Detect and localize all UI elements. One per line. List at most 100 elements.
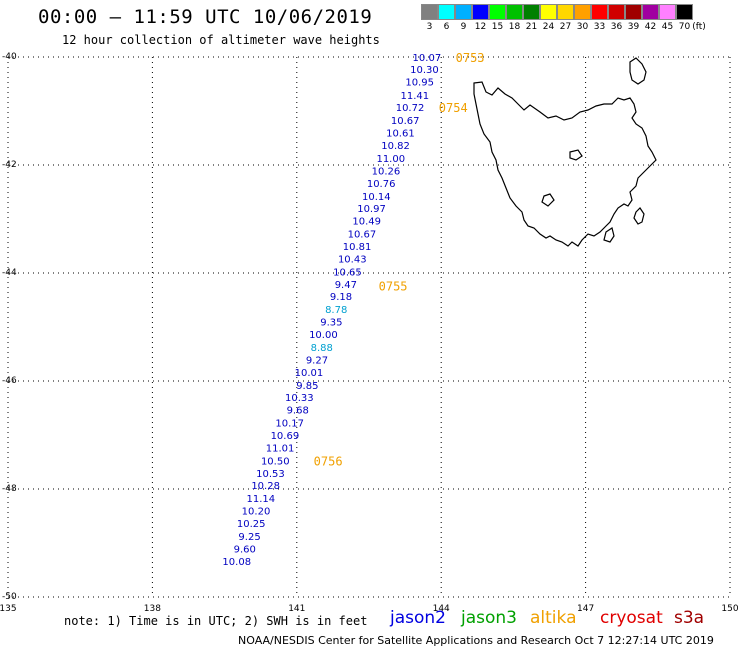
legend-swatch [489,4,506,20]
legend-swatch [421,4,438,20]
legend-label: 36 [610,22,623,32]
maria-island [633,207,645,225]
lat-tick-label: -44 [2,268,17,278]
legend-swatch [625,4,642,20]
legend-label: 3 [426,22,433,32]
legend-label: 12 [474,22,487,32]
legend-swatch [608,4,625,20]
lon-tick-label: 147 [577,604,594,614]
swh-value: 9.85 [296,381,318,392]
legend-swatch [540,4,557,20]
flinders-island [629,57,647,85]
legend-label: 42 [644,22,657,32]
coastline-tasmania [473,57,657,247]
lake-outline [541,193,555,207]
legend-swatch [438,4,455,20]
satellite-s3a: s3a [674,608,705,628]
legend-label: 33 [593,22,606,32]
legend-label: 24 [542,22,555,32]
legend-label: 21 [525,22,538,32]
legend-swatch [659,4,676,20]
lon-tick-label: 138 [144,604,161,614]
legend-swatch [455,4,472,20]
swh-value: 9.60 [234,544,256,555]
swh-value: 10.26 [372,166,401,177]
swh-value: 10.08 [222,557,251,568]
time-label: 0755 [379,279,408,293]
legend-swatch [523,4,540,20]
swh-value: 10.97 [357,204,386,215]
swh-value: 9.18 [330,292,352,303]
legend-swatch [472,4,489,20]
swh-value: 9.27 [306,355,328,366]
legend-swatch [642,4,659,20]
swh-value: 10.61 [386,129,415,140]
legend-label: 15 [491,22,504,32]
swh-value: 10.30 [410,65,439,76]
swh-value: 10.07 [413,53,442,64]
legend-label: 6 [443,22,450,32]
page-title: 00:00 – 11:59 UTC 10/06/2019 [38,6,373,28]
legend-unit: (ft) [692,22,706,32]
swh-value: 10.81 [343,242,372,253]
legend-swatch [506,4,523,20]
bruny-island [603,227,615,243]
legend-label: 27 [559,22,572,32]
swh-value: 10.53 [256,469,285,480]
swh-value: 9.35 [320,318,342,329]
time-label: 0754 [439,101,468,115]
color-legend [421,4,693,20]
note-text: note: 1) Time is in UTC; 2) SWH is in fe… [64,614,368,628]
swh-value: 8.88 [311,343,333,354]
lat-tick-label: -50 [2,592,17,602]
lake-outline [569,149,583,161]
swh-value: 10.43 [338,254,367,265]
legend-swatch [591,4,608,20]
legend-label: 45 [661,22,674,32]
swh-value: 9.68 [287,406,309,417]
swh-value: 10.14 [362,192,391,203]
swh-value: 10.49 [352,217,381,228]
swh-value: 10.69 [271,431,300,442]
satellite-cryosat: cryosat [600,608,663,628]
legend-label: 30 [576,22,589,32]
lon-tick-label: 144 [433,604,450,614]
legend-label: 9 [460,22,467,32]
swh-value: 10.65 [333,267,362,278]
swh-value: 10.25 [237,519,266,530]
swh-value: 10.20 [242,507,271,518]
swh-value: 10.28 [251,481,280,492]
swh-value: 11.14 [246,494,275,505]
swh-value: 10.33 [285,393,314,404]
legend-swatch [557,4,574,20]
lon-tick-label: 150 [721,604,738,614]
lon-tick-label: 135 [0,604,17,614]
lat-tick-label: -46 [2,376,17,386]
satellite-jason3: jason3 [461,608,517,628]
time-labels: 0753 0754 0755 0756 [314,51,485,468]
swh-value: 10.95 [405,77,434,88]
swh-value: 11.01 [266,443,295,454]
legend-swatch [676,4,693,20]
lat-tick-label: -40 [2,52,17,62]
swh-value: 10.72 [396,103,425,114]
swh-value: 10.50 [261,456,290,467]
time-label: 0753 [456,51,485,65]
swh-value: 11.41 [401,91,430,102]
lat-lon-grid [7,56,731,598]
swh-value: 10.82 [381,141,410,152]
page-subtitle: 12 hour collection of altimeter wave hei… [62,33,380,47]
footer-credit: NOAA/NESDIS Center for Satellite Applica… [238,634,714,647]
swh-value: 9.25 [238,532,260,543]
satellite-altika: altika [530,608,577,628]
lon-tick-label: 141 [288,604,305,614]
axis-labels: -40 -42 -44 -46 -48 -50 135 138 141 144 147 150 [0,52,739,614]
swh-value: 10.17 [275,419,304,430]
legend-label: 18 [508,22,521,32]
tasmania-mainland [473,81,657,247]
legend-label: 39 [627,22,640,32]
lat-tick-label: -42 [2,160,17,170]
time-label: 0756 [314,454,343,468]
